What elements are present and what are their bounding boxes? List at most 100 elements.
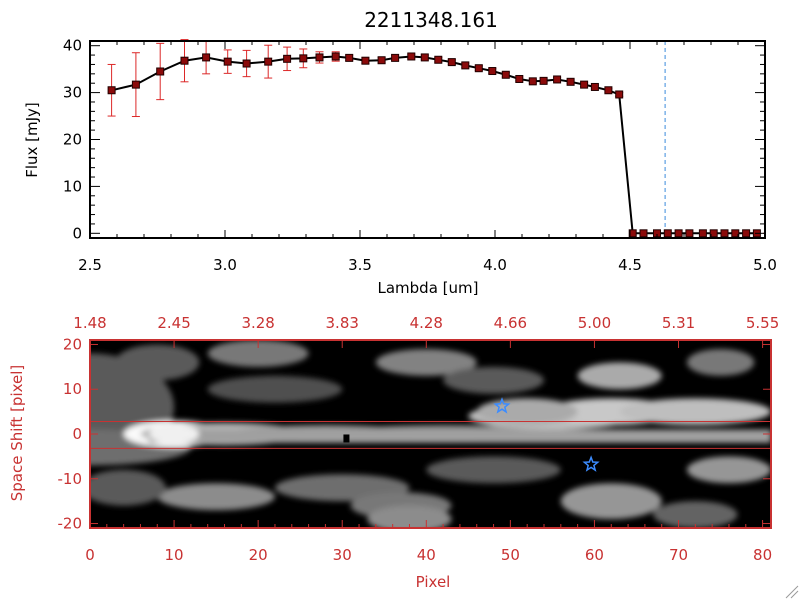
data-point bbox=[420, 53, 429, 62]
image-blob bbox=[619, 398, 771, 426]
spectrum-line bbox=[111, 55, 757, 235]
shift-tick-label: 10 bbox=[63, 380, 82, 398]
data-point bbox=[299, 54, 308, 63]
data-point bbox=[377, 56, 386, 65]
data-point bbox=[447, 58, 456, 67]
data-point bbox=[528, 77, 537, 86]
pixel-tick-label: 40 bbox=[417, 546, 436, 564]
wavelength-tick-label: 5.00 bbox=[578, 314, 611, 332]
image-blob bbox=[207, 340, 309, 367]
spectrum-image-panel: 0 10 20 30 40 50 60 70 80 -20 -10 0 10 20 1.48 2.45 3.… bbox=[8, 314, 779, 591]
spectrum-plot-frame bbox=[89, 40, 766, 239]
shift-tick-label: -20 bbox=[58, 515, 83, 533]
wavelength-tick-label: 4.66 bbox=[494, 314, 527, 332]
y-tick-label: 0 bbox=[72, 224, 82, 242]
data-point bbox=[180, 56, 189, 65]
wavelength-tick-label: 3.28 bbox=[241, 314, 274, 332]
resize-grip-icon[interactable] bbox=[785, 585, 799, 599]
pixel-tick-label: 60 bbox=[585, 546, 604, 564]
image-blob bbox=[375, 348, 477, 376]
data-point bbox=[698, 229, 707, 238]
shift-tick-label: -10 bbox=[58, 470, 83, 488]
spectral-trace bbox=[148, 429, 771, 443]
image-blob bbox=[367, 505, 452, 528]
data-point bbox=[539, 76, 548, 85]
data-point bbox=[461, 61, 470, 70]
data-point bbox=[663, 229, 672, 238]
data-point bbox=[674, 229, 683, 238]
wavelength-tick-label: 3.83 bbox=[326, 314, 359, 332]
data-point bbox=[639, 229, 648, 238]
star-marker-icon bbox=[582, 455, 600, 472]
space-shift-axis-label: Space Shift [pixel] bbox=[8, 365, 26, 502]
wavelength-tick-label: 2.45 bbox=[157, 314, 190, 332]
data-point bbox=[242, 59, 251, 68]
pixel-tick-label: 50 bbox=[501, 546, 520, 564]
spectrum-chart: 2211348.161 2.5 3.0 3.5 4.0 4.5 5.0 0 10 20 30 40… bbox=[23, 8, 777, 297]
x-tick-label: 3.5 bbox=[348, 256, 372, 274]
image-blob bbox=[90, 469, 166, 506]
data-point bbox=[223, 57, 232, 66]
image-blob bbox=[443, 366, 544, 394]
data-point bbox=[361, 56, 370, 65]
data-point bbox=[615, 90, 624, 99]
data-point bbox=[501, 70, 510, 79]
center-marker bbox=[343, 434, 350, 443]
image-blob bbox=[686, 456, 771, 484]
x-tick-label: 2.5 bbox=[78, 256, 102, 274]
image-blob bbox=[115, 344, 200, 381]
data-point bbox=[474, 64, 483, 73]
x-tick-label: 4.5 bbox=[618, 256, 642, 274]
wavelength-tick-label: 1.48 bbox=[73, 314, 106, 332]
shift-tick-label: 0 bbox=[72, 425, 82, 443]
data-point bbox=[315, 53, 324, 62]
trace-peak bbox=[149, 424, 200, 444]
x-axis-label: Lambda [um] bbox=[378, 279, 479, 297]
data-point bbox=[580, 80, 589, 89]
shift-tick-label: 20 bbox=[63, 335, 82, 353]
data-point bbox=[156, 67, 165, 76]
image-blob bbox=[207, 375, 343, 403]
pixel-tick-label: 30 bbox=[333, 546, 352, 564]
data-point bbox=[590, 82, 599, 91]
data-point bbox=[731, 229, 740, 238]
data-point bbox=[566, 77, 575, 86]
data-point bbox=[515, 74, 524, 83]
image-blob bbox=[686, 348, 755, 376]
data-point bbox=[488, 67, 497, 76]
data-point bbox=[434, 55, 443, 64]
pixel-axis-label: Pixel bbox=[416, 573, 451, 591]
data-point bbox=[264, 57, 273, 66]
data-point bbox=[345, 53, 354, 62]
data-point bbox=[331, 52, 340, 61]
data-point bbox=[604, 86, 613, 95]
image-blob bbox=[653, 501, 738, 528]
data-point bbox=[391, 53, 400, 62]
x-tick-label: 4.0 bbox=[483, 256, 507, 274]
wavelength-tick-label: 4.28 bbox=[410, 314, 443, 332]
data-point bbox=[628, 229, 637, 238]
data-point bbox=[720, 229, 729, 238]
y-tick-label: 30 bbox=[63, 84, 82, 102]
pixel-tick-label: 20 bbox=[249, 546, 268, 564]
wavelength-tick-label: 5.31 bbox=[662, 314, 695, 332]
pixel-tick-label: 80 bbox=[753, 546, 772, 564]
data-point bbox=[107, 86, 116, 95]
data-point bbox=[283, 54, 292, 63]
x-tick-label: 5.0 bbox=[753, 256, 777, 274]
wavelength-tick-label: 5.55 bbox=[746, 314, 779, 332]
pixel-tick-label: 10 bbox=[165, 546, 184, 564]
y-tick-label: 40 bbox=[63, 37, 82, 55]
x-tick-label: 3.0 bbox=[213, 256, 237, 274]
y-tick-label: 10 bbox=[63, 177, 82, 195]
data-point bbox=[709, 229, 718, 238]
data-point bbox=[553, 75, 562, 84]
star-marker-icon bbox=[493, 397, 511, 414]
image-blob bbox=[426, 456, 561, 484]
data-point bbox=[131, 80, 140, 89]
data-point bbox=[685, 229, 694, 238]
image-blob bbox=[560, 483, 662, 520]
data-point bbox=[742, 229, 751, 238]
data-point bbox=[202, 53, 211, 62]
